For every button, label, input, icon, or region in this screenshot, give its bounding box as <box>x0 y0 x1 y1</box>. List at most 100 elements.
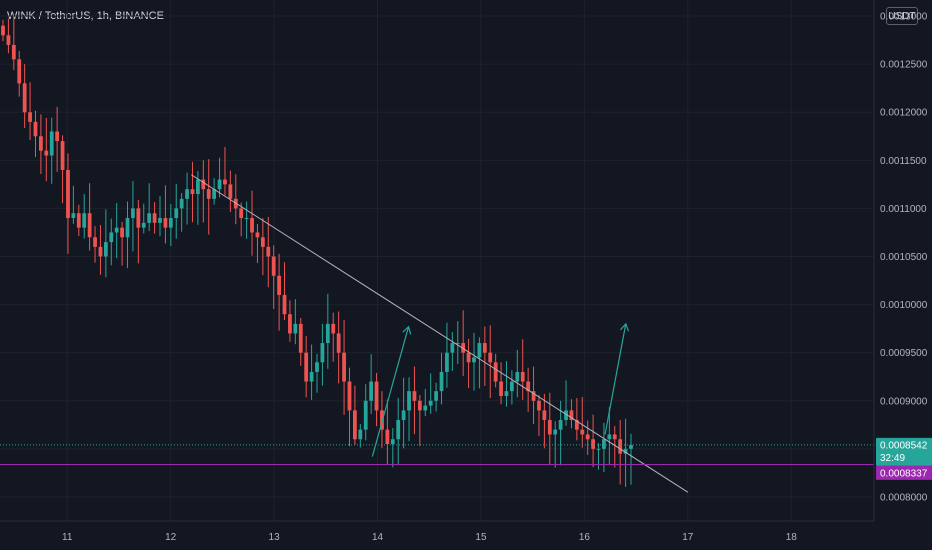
drawings <box>0 174 874 493</box>
candle-body <box>174 208 179 219</box>
price-tick-label: 0.0010500 <box>880 252 928 263</box>
breakout-arrow <box>371 326 410 457</box>
candle-body <box>412 391 417 401</box>
candle-body <box>618 439 623 454</box>
price-tick-label: 0.0013000 <box>880 12 928 23</box>
candle-body <box>103 242 108 257</box>
time-axis[interactable]: 11 12 13 14 15 16 17 18 <box>62 532 797 543</box>
candle-body <box>33 121 38 137</box>
candle-body <box>114 227 119 233</box>
candle-body <box>6 35 11 45</box>
candle-body <box>131 208 135 219</box>
price-tick-label: 0.0008000 <box>880 492 928 503</box>
candle-body <box>342 352 346 382</box>
candle-body <box>298 323 303 353</box>
candle-body <box>212 189 217 199</box>
candle-body <box>596 448 601 450</box>
support-price-label: 0.0008337 <box>880 468 928 479</box>
support-price-badge <box>876 465 932 480</box>
candle-body <box>477 343 482 358</box>
candle-body <box>266 246 271 257</box>
candle-body <box>158 218 162 223</box>
candle-body <box>244 218 249 220</box>
candle-body <box>271 256 276 276</box>
price-badges: 0.0008542 32:49 0.0008337 <box>876 437 932 480</box>
last-price-badge <box>876 437 932 466</box>
candle-body <box>125 218 130 238</box>
candle-body <box>434 391 438 401</box>
candle-body <box>439 371 444 392</box>
candle-body <box>363 400 368 430</box>
candle-body <box>526 381 531 392</box>
candle-body <box>309 371 314 382</box>
price-tick-label: 0.0009500 <box>880 348 928 359</box>
candle-body <box>407 391 411 411</box>
candle-body <box>374 381 379 411</box>
candle-body <box>580 429 585 435</box>
candle-body <box>417 400 422 411</box>
candle-body <box>336 333 341 353</box>
grid-lines <box>0 0 874 521</box>
candle-body <box>553 429 558 435</box>
candle-body <box>547 420 552 435</box>
price-tick-label: 0.0011000 <box>880 204 927 215</box>
candle-body <box>44 150 49 156</box>
price-axis[interactable]: 0.0013000 0.0012500 0.0012000 0.0011500 0.00… <box>880 12 928 504</box>
candle-body <box>152 213 157 223</box>
candle-body <box>510 381 514 392</box>
candle-body <box>163 218 168 228</box>
candle-body <box>537 400 541 411</box>
candle-body <box>185 189 189 199</box>
candle-body <box>396 420 401 440</box>
candle-body <box>82 213 87 228</box>
candle-body <box>66 169 70 219</box>
candle-body <box>612 434 617 440</box>
price-tick-label: 0.0010000 <box>880 300 928 311</box>
arrow-head <box>620 322 630 332</box>
candle-body <box>55 131 60 142</box>
candle-body <box>304 352 309 382</box>
candles <box>1 17 633 487</box>
price-tick-label: 0.0011500 <box>880 156 927 167</box>
candle-body <box>320 343 325 363</box>
candle-body <box>602 439 606 449</box>
time-tick-label: 16 <box>579 532 591 543</box>
candle-body <box>255 232 260 238</box>
candle-body <box>223 179 227 185</box>
candle-body <box>87 213 92 238</box>
candle-body <box>347 381 352 411</box>
price-tick-label: 0.0012000 <box>880 108 928 119</box>
candle-body <box>542 410 547 421</box>
candle-body <box>60 141 65 170</box>
candle-body <box>179 198 184 209</box>
bar-countdown: 32:49 <box>880 453 905 464</box>
time-tick-label: 17 <box>682 532 694 543</box>
time-tick-label: 14 <box>372 532 384 543</box>
candle-body <box>93 237 97 247</box>
candle-body <box>239 208 244 219</box>
currency-button[interactable]: USDT <box>886 7 918 25</box>
candle-body <box>228 184 233 199</box>
candle-body <box>120 227 124 238</box>
candle-body <box>293 323 298 334</box>
candle-body <box>39 136 43 151</box>
candle-body <box>499 381 503 396</box>
candle-body <box>11 44 16 60</box>
candle-body <box>455 343 460 345</box>
candle-body <box>28 112 32 122</box>
candle-body <box>260 237 265 247</box>
candle-body <box>141 222 146 228</box>
candle-body <box>504 391 509 396</box>
candle-body <box>574 420 579 430</box>
candle-body <box>482 343 487 353</box>
time-tick-label: 15 <box>475 532 487 543</box>
candle-body <box>201 179 206 190</box>
candle-body <box>488 352 493 363</box>
candle-body <box>109 232 114 243</box>
candle-body <box>358 429 363 440</box>
candle-body <box>168 218 173 228</box>
candle-body <box>315 362 319 372</box>
time-tick-label: 11 <box>62 532 73 543</box>
candle-body <box>325 323 330 344</box>
